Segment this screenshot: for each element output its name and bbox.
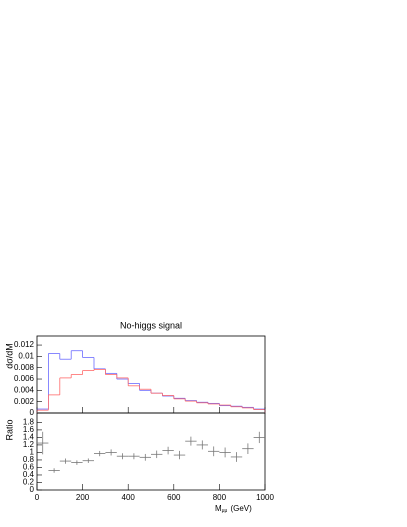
y-tick-label: 1.6 <box>23 425 35 434</box>
y-tick-label: 0.8 <box>23 455 35 464</box>
y-axis-label: dσ/dM <box>4 343 14 369</box>
y-tick-label: 0.012 <box>14 340 35 349</box>
y-axis-label: Ratio <box>4 419 14 440</box>
chart-title: No-higgs signal <box>120 320 182 330</box>
x-tick-label: 200 <box>76 493 90 502</box>
y-tick-label: 0.006 <box>14 374 35 383</box>
y-tick-label: 0.01 <box>18 351 34 360</box>
x-tick-label: 1000 <box>256 493 274 502</box>
y-tick-label: 0.008 <box>14 363 35 372</box>
x-axis-label-main: M <box>215 504 222 513</box>
y-tick-label: 0.4 <box>23 470 35 479</box>
y-tick-label: 0.2 <box>23 478 35 487</box>
y-tick-label: 0.004 <box>14 385 35 394</box>
x-axis-label-sub: μμ <box>222 508 228 514</box>
y-tick-label: 1 <box>30 448 35 457</box>
y-tick-label: 0.6 <box>23 463 35 472</box>
x-tick-label: 600 <box>167 493 181 502</box>
x-tick-label: 400 <box>122 493 136 502</box>
y-tick-label: 1.2 <box>23 440 35 449</box>
y-tick-label: 0 <box>30 408 35 417</box>
x-axis-label: Mμμ (GeV) <box>215 504 252 514</box>
x-tick-label: 800 <box>213 493 227 502</box>
y-tick-label: 1.8 <box>23 417 35 426</box>
plot-frame <box>36 412 266 491</box>
y-tick-label: 0 <box>30 485 35 494</box>
y-tick-label: 1.4 <box>23 433 35 442</box>
x-axis-label-unit: (GeV) <box>230 504 252 513</box>
x-tick-label: 0 <box>35 493 40 502</box>
y-tick-label: 0.002 <box>14 397 35 406</box>
